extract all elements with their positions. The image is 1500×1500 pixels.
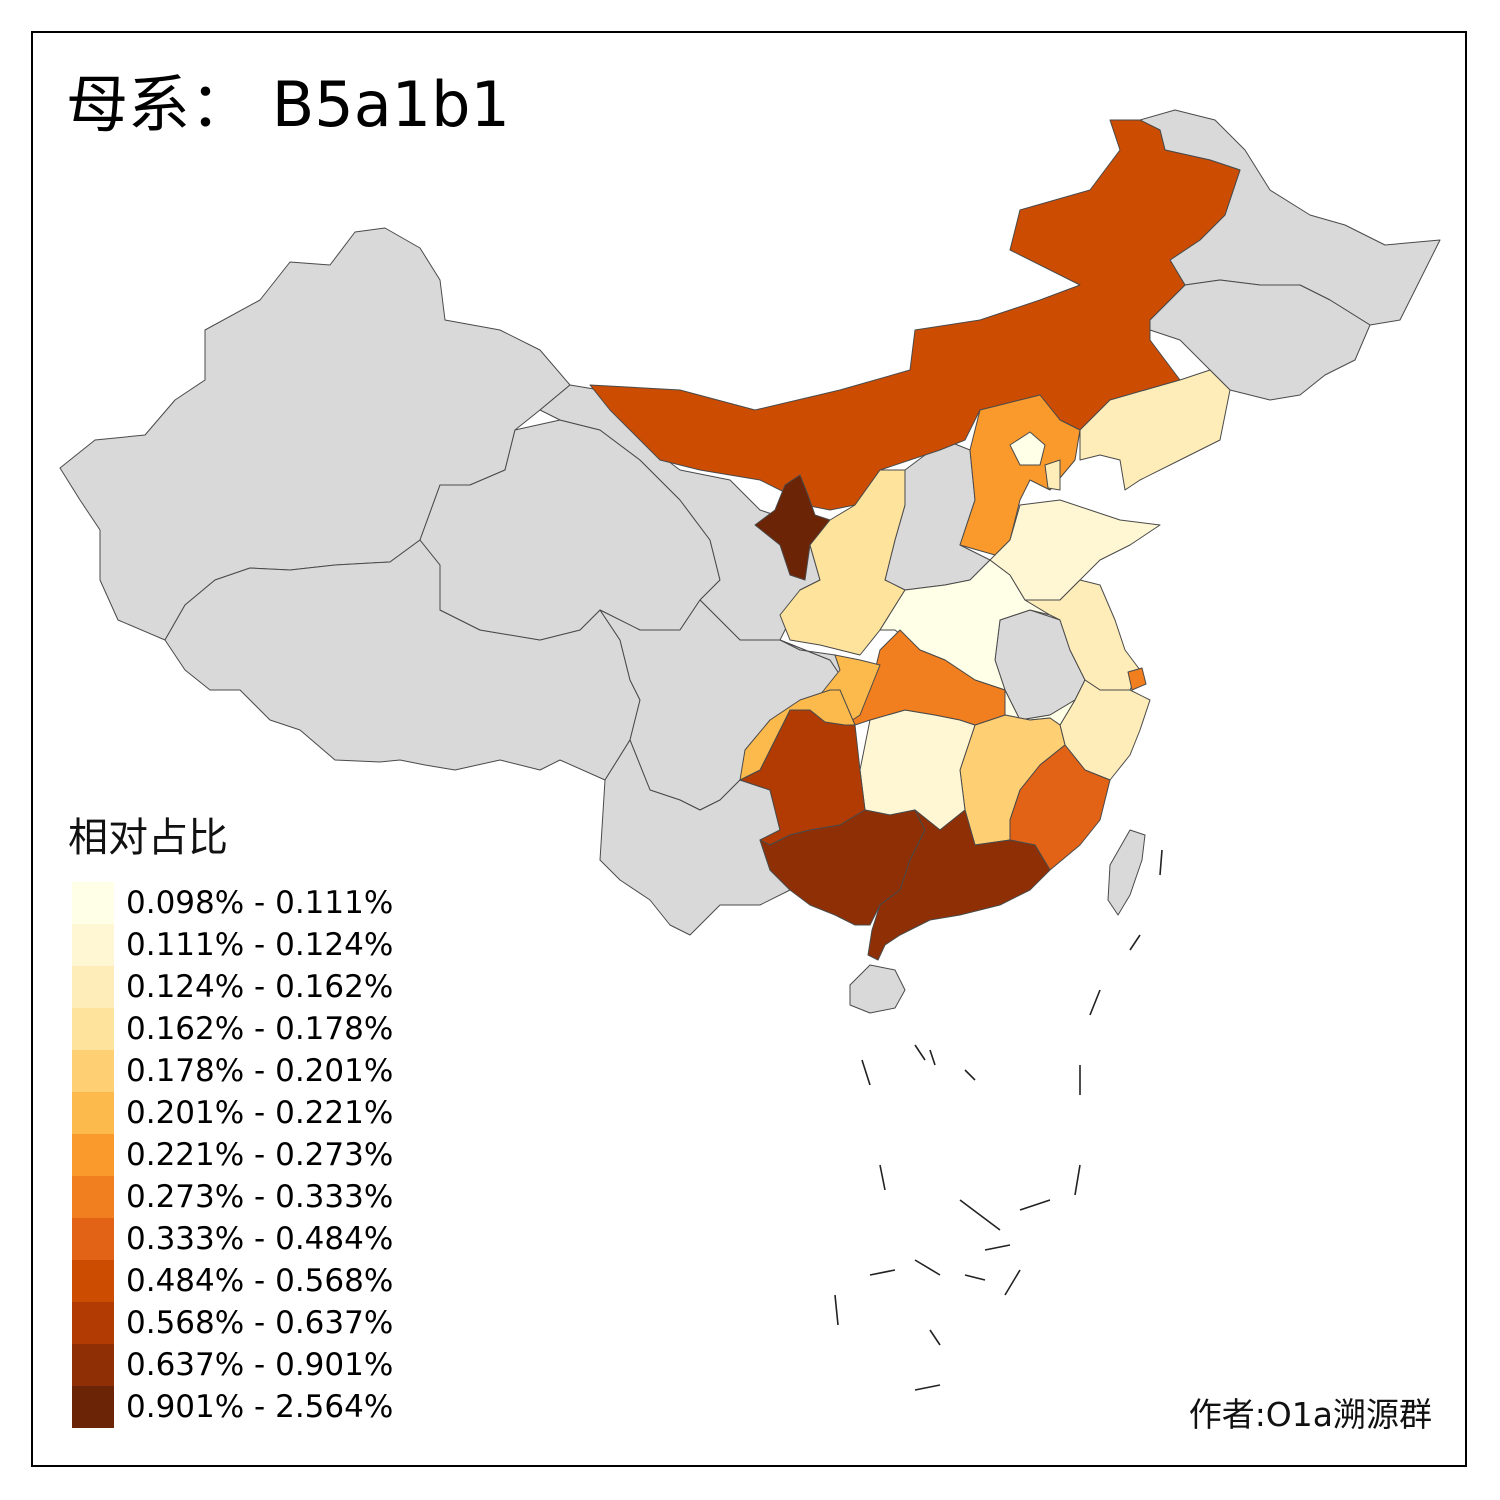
legend-swatch (72, 1260, 114, 1302)
legend-label: 0.901% - 2.564% (126, 1389, 394, 1425)
region-tianjin (1044, 459, 1061, 491)
region-hebei (959, 394, 1081, 556)
legend-item: 0.568% - 0.637% (72, 1302, 412, 1344)
legend-swatch (72, 1176, 114, 1218)
legend-item: 0.124% - 0.162% (72, 966, 412, 1008)
author-credit: 作者:O1a溯源群 (1188, 1395, 1432, 1434)
legend-swatch (72, 1218, 114, 1260)
map-frame (31, 31, 1467, 1467)
legend-swatch (72, 1344, 114, 1386)
legend-swatch (72, 966, 114, 1008)
data-regions (589, 119, 1241, 961)
region-beijing (1009, 431, 1046, 466)
region-liaoning (1079, 369, 1231, 491)
no-data-regions (59, 109, 1441, 1014)
region-hubei-data (839, 629, 1006, 726)
legend-swatch (72, 1008, 114, 1050)
legend-item: 0.901% - 2.564% (72, 1386, 412, 1428)
legend-swatch (72, 1302, 114, 1344)
legend-label: 0.162% - 0.178% (126, 1011, 394, 1047)
legend-item: 0.484% - 0.568% (72, 1260, 412, 1302)
region-guangdong (867, 809, 1051, 961)
legend-item: 0.098% - 0.111% (72, 882, 412, 924)
legend-swatch (72, 1050, 114, 1092)
legend-label: 0.273% - 0.333% (126, 1179, 394, 1215)
legend-item: 0.221% - 0.273% (72, 1134, 412, 1176)
legend-label: 0.637% - 0.901% (126, 1347, 394, 1383)
legend-swatch (72, 924, 114, 966)
legend-label: 0.333% - 0.484% (126, 1221, 394, 1257)
legend-label: 0.221% - 0.273% (126, 1137, 394, 1173)
legend-swatch (72, 1092, 114, 1134)
legend-item: 0.162% - 0.178% (72, 1008, 412, 1050)
region-shandong (989, 499, 1161, 601)
legend-item: 0.333% - 0.484% (72, 1218, 412, 1260)
legend-label: 0.098% - 0.111% (126, 885, 394, 921)
legend-label: 0.111% - 0.124% (126, 927, 394, 963)
legend-item: 0.273% - 0.333% (72, 1176, 412, 1218)
legend-label: 0.178% - 0.201% (126, 1053, 394, 1089)
legend-label: 0.484% - 0.568% (126, 1263, 394, 1299)
map-title: 母系： B5a1b1 (66, 68, 510, 141)
region-ningxia (754, 474, 831, 581)
legend-label: 0.568% - 0.637% (126, 1305, 394, 1341)
region-taiwan (1107, 829, 1146, 916)
region-hainan (849, 964, 906, 1014)
region-fujian (1009, 744, 1111, 871)
region-jilin (1149, 279, 1371, 401)
legend-item: 0.201% - 0.221% (72, 1092, 412, 1134)
region-shanghai (1127, 667, 1147, 691)
region-shaanxi (779, 469, 906, 656)
legend-label: 0.201% - 0.221% (126, 1095, 394, 1131)
legend-item: 0.111% - 0.124% (72, 924, 412, 966)
legend-swatch (72, 1386, 114, 1428)
legend-swatch (72, 1134, 114, 1176)
legend-item: 0.178% - 0.201% (72, 1050, 412, 1092)
legend-label: 0.124% - 0.162% (126, 969, 394, 1005)
legend-item: 0.637% - 0.901% (72, 1344, 412, 1386)
region-sichuan-east (739, 689, 856, 781)
south-china-sea-islands (834, 849, 1163, 1391)
legend-title: 相对占比 (68, 815, 228, 861)
legend-swatch (72, 882, 114, 924)
